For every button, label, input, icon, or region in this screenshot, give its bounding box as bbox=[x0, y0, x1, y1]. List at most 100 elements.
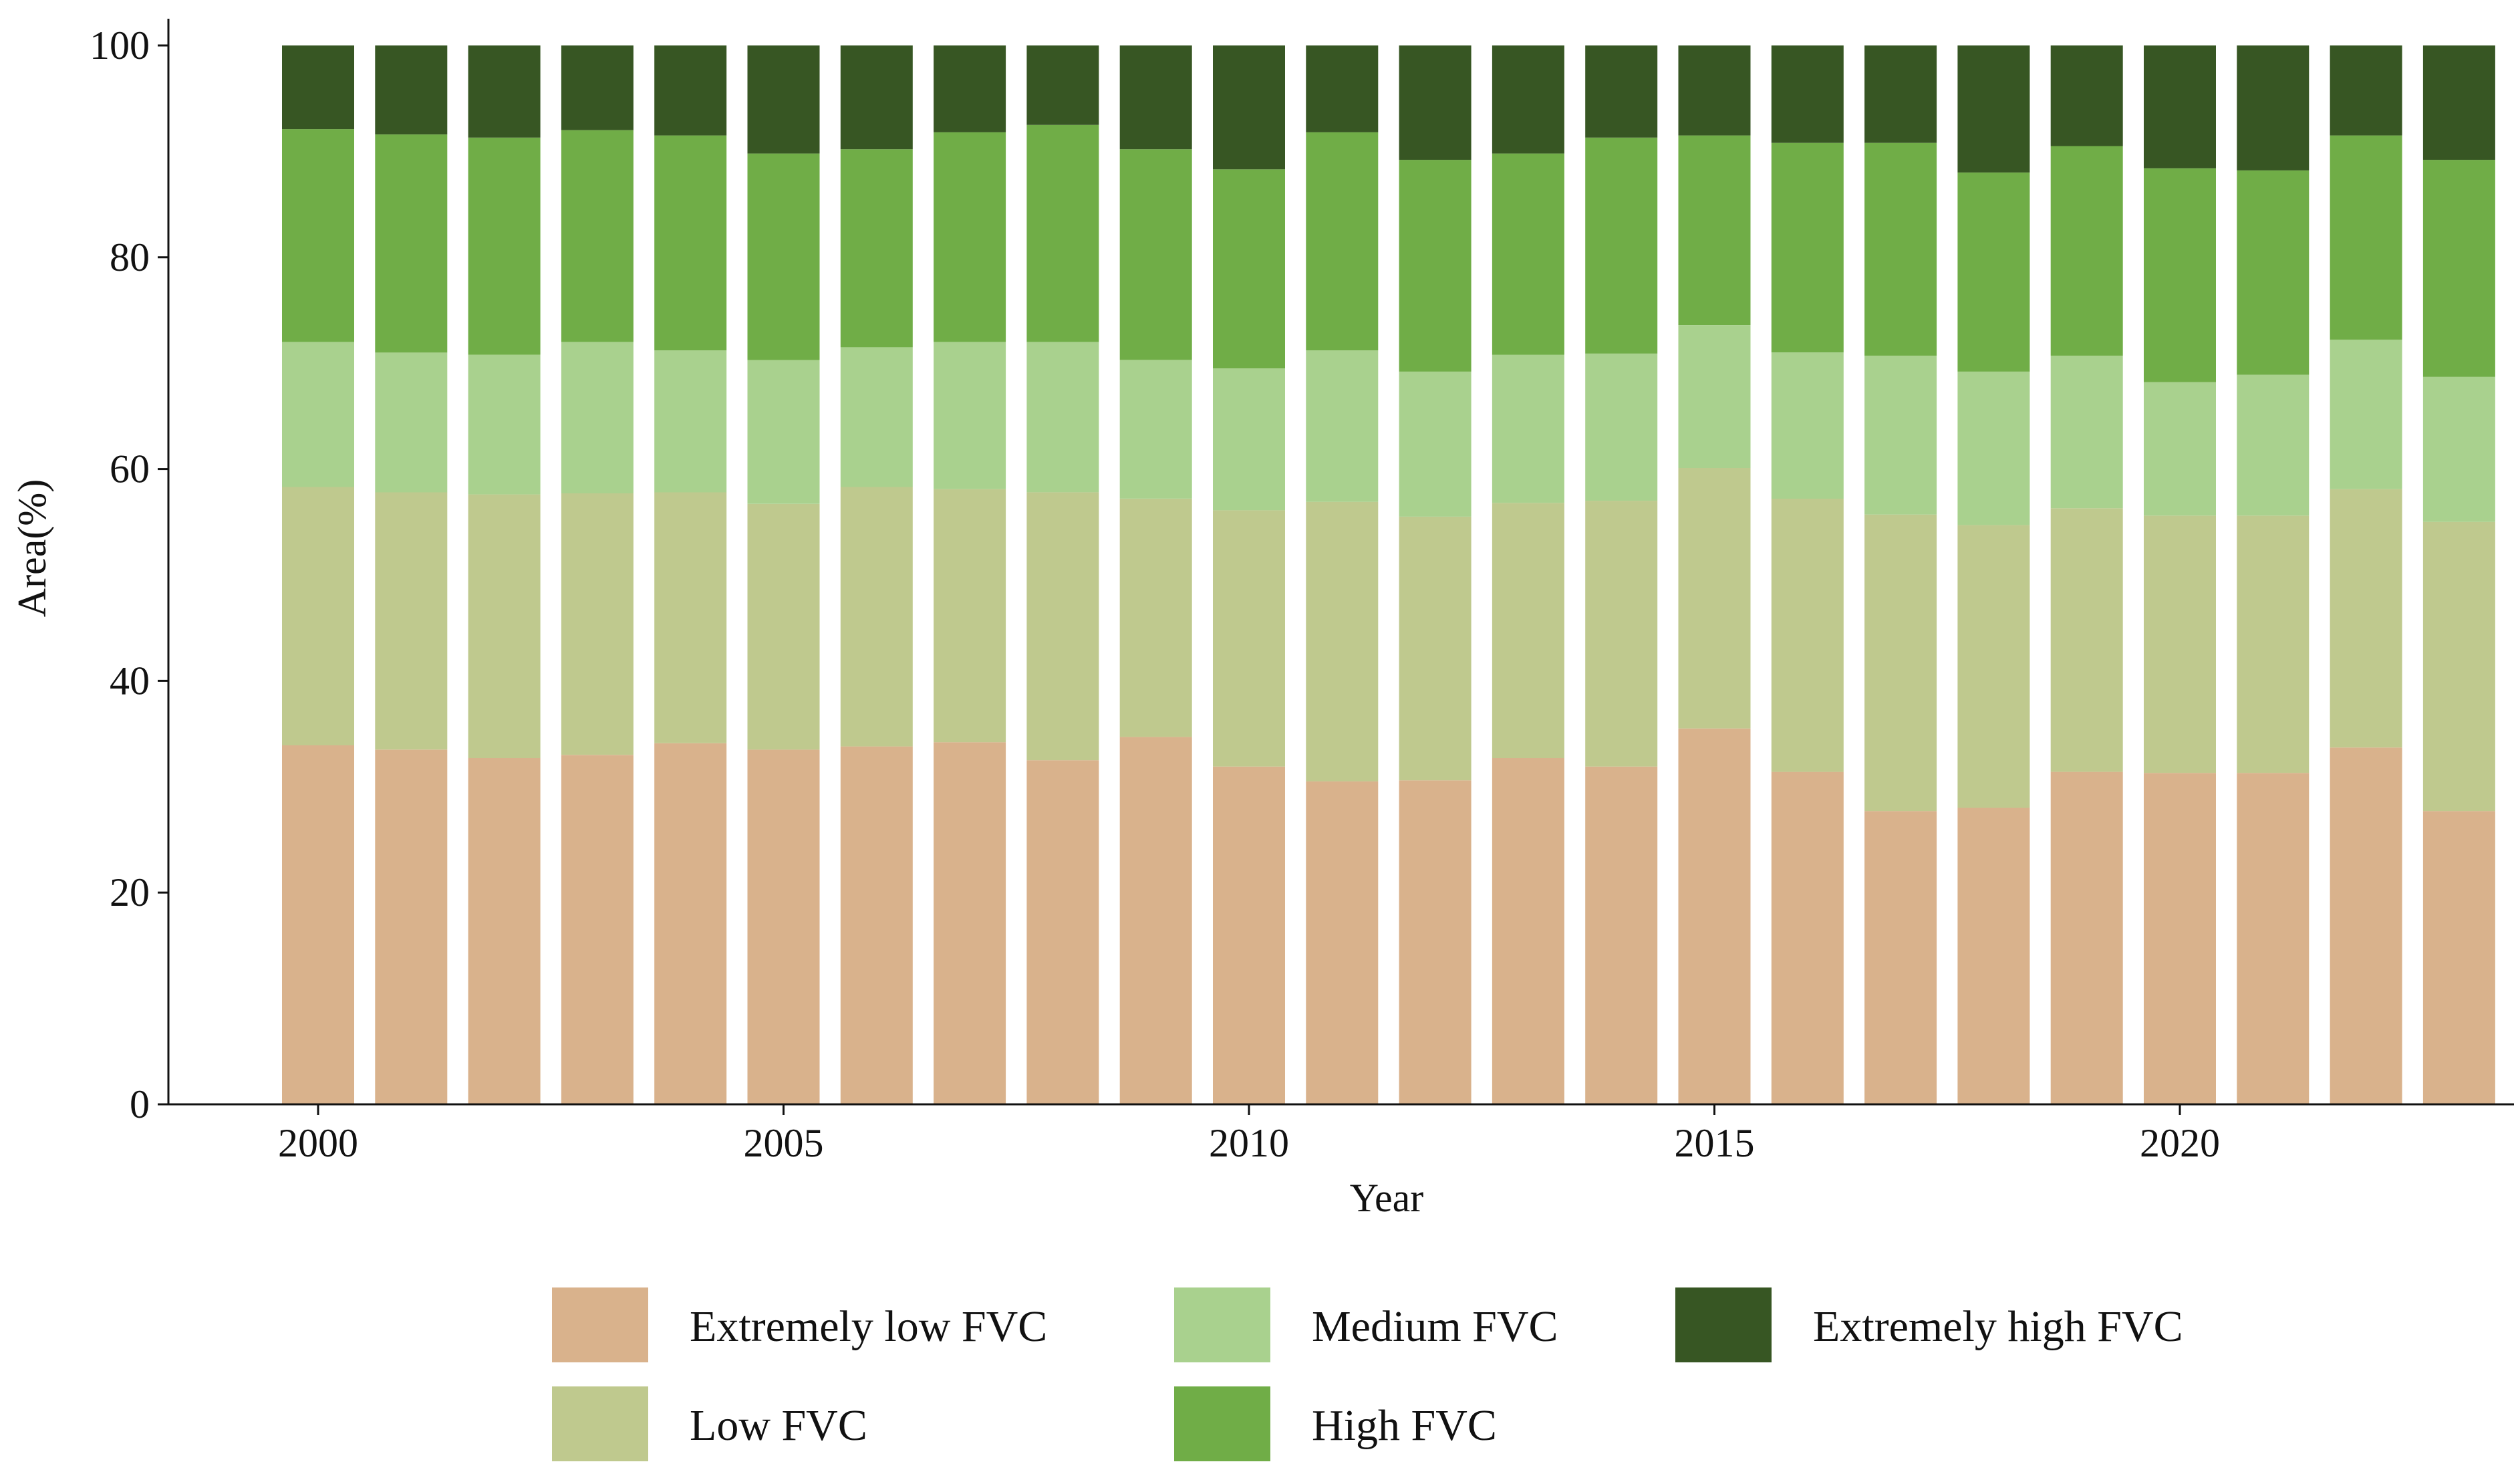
bar-segment-medium-fvc-2003 bbox=[561, 342, 634, 493]
bar-segment-extremely-high-fvc-2012 bbox=[1399, 45, 1472, 160]
bar-segment-medium-fvc-2013 bbox=[1492, 354, 1564, 503]
bar-segment-medium-fvc-2023 bbox=[2422, 376, 2495, 522]
bars-layer bbox=[282, 45, 2495, 1104]
bar-segment-high-fvc-2023 bbox=[2422, 160, 2495, 377]
bar-segment-extremely-low-fvc-2023 bbox=[2422, 811, 2495, 1104]
bar-segment-extremely-low-fvc-2008 bbox=[1026, 760, 1099, 1104]
bar-segment-medium-fvc-2001 bbox=[375, 352, 448, 493]
bar-segment-high-fvc-2020 bbox=[2144, 168, 2216, 382]
bar-segment-medium-fvc-2010 bbox=[1213, 368, 1285, 511]
x-tick-label-2015: 2015 bbox=[1675, 1121, 1755, 1165]
bar-segment-high-fvc-2007 bbox=[934, 132, 1006, 342]
bar-segment-low-fvc-2010 bbox=[1213, 510, 1285, 767]
y-tick-label-0: 0 bbox=[130, 1082, 150, 1126]
bar-segment-extremely-high-fvc-2019 bbox=[2050, 45, 2123, 146]
bar-segment-medium-fvc-2007 bbox=[934, 342, 1006, 489]
bar-segment-extremely-low-fvc-2007 bbox=[934, 742, 1006, 1104]
bar-segment-extremely-low-fvc-2020 bbox=[2144, 773, 2216, 1104]
bar-segment-low-fvc-2018 bbox=[1957, 525, 2030, 808]
bar-segment-extremely-low-fvc-2009 bbox=[1119, 737, 1192, 1104]
bar-segment-extremely-high-fvc-2003 bbox=[561, 45, 634, 130]
bar-segment-low-fvc-2003 bbox=[561, 493, 634, 755]
bar-segment-high-fvc-2003 bbox=[561, 130, 634, 342]
x-tick-label-2010: 2010 bbox=[1209, 1121, 1289, 1165]
legend-swatch-low-fvc bbox=[552, 1386, 648, 1461]
bar-segment-high-fvc-2001 bbox=[375, 134, 448, 353]
bar-segment-extremely-high-fvc-2021 bbox=[2237, 45, 2309, 170]
bar-segment-medium-fvc-2005 bbox=[747, 360, 820, 504]
y-tick-label-80: 80 bbox=[110, 235, 150, 279]
bar-segment-extremely-low-fvc-2004 bbox=[654, 743, 727, 1104]
bar-segment-high-fvc-2017 bbox=[1864, 142, 1937, 356]
bar-segment-extremely-low-fvc-2013 bbox=[1492, 758, 1564, 1104]
bar-segment-medium-fvc-2016 bbox=[1771, 352, 1844, 499]
bar-segment-low-fvc-2016 bbox=[1771, 499, 1844, 772]
legend-swatch-medium-fvc bbox=[1174, 1287, 1270, 1362]
x-axis-title: Year bbox=[1350, 1176, 1424, 1220]
bar-segment-extremely-low-fvc-2001 bbox=[375, 749, 448, 1104]
bar-segment-low-fvc-2007 bbox=[934, 489, 1006, 743]
bar-segment-extremely-low-fvc-2017 bbox=[1864, 811, 1937, 1104]
legend-label-extremely-low-fvc: Extremely low FVC bbox=[690, 1302, 1047, 1351]
bar-segment-high-fvc-2015 bbox=[1678, 135, 1751, 326]
x-tick-label-2000: 2000 bbox=[278, 1121, 358, 1165]
legend-swatch-extremely-high-fvc bbox=[1675, 1287, 1772, 1362]
bar-segment-high-fvc-2021 bbox=[2237, 170, 2309, 375]
legend-label-medium-fvc: Medium FVC bbox=[1312, 1302, 1558, 1351]
bar-segment-extremely-low-fvc-2021 bbox=[2237, 773, 2309, 1104]
y-axis-title: Area(%) bbox=[10, 479, 54, 618]
bar-segment-extremely-high-fvc-2006 bbox=[840, 45, 913, 150]
bar-segment-high-fvc-2006 bbox=[840, 149, 913, 348]
bar-segment-medium-fvc-2021 bbox=[2237, 374, 2309, 516]
bar-segment-extremely-high-fvc-2009 bbox=[1119, 45, 1192, 150]
bar-segment-medium-fvc-2000 bbox=[282, 342, 354, 487]
legend-label-high-fvc: High FVC bbox=[1312, 1401, 1497, 1450]
bar-segment-extremely-high-fvc-2013 bbox=[1492, 45, 1564, 154]
bar-segment-low-fvc-2020 bbox=[2144, 515, 2216, 773]
bar-segment-high-fvc-2022 bbox=[2330, 135, 2402, 340]
legend-swatch-extremely-low-fvc bbox=[552, 1287, 648, 1362]
bar-segment-medium-fvc-2012 bbox=[1399, 371, 1472, 517]
bar-segment-extremely-low-fvc-2005 bbox=[747, 749, 820, 1104]
bar-segment-low-fvc-2014 bbox=[1585, 501, 1658, 767]
bar-segment-medium-fvc-2004 bbox=[654, 350, 727, 493]
bar-segment-extremely-low-fvc-2015 bbox=[1678, 728, 1751, 1104]
bar-segment-extremely-high-fvc-2001 bbox=[375, 45, 448, 135]
bar-segment-medium-fvc-2006 bbox=[840, 347, 913, 487]
y-tick-label-100: 100 bbox=[90, 23, 150, 68]
bar-segment-low-fvc-2015 bbox=[1678, 468, 1751, 729]
bar-segment-extremely-low-fvc-2006 bbox=[840, 746, 913, 1104]
bar-segment-extremely-high-fvc-2017 bbox=[1864, 45, 1937, 143]
bar-segment-high-fvc-2004 bbox=[654, 135, 727, 351]
bar-segment-extremely-low-fvc-2010 bbox=[1213, 766, 1285, 1104]
bar-segment-low-fvc-2022 bbox=[2330, 489, 2402, 748]
bar-segment-low-fvc-2013 bbox=[1492, 503, 1564, 758]
bar-segment-extremely-low-fvc-2002 bbox=[468, 758, 541, 1104]
bar-segment-medium-fvc-2019 bbox=[2050, 356, 2123, 509]
bar-segment-high-fvc-2010 bbox=[1213, 169, 1285, 369]
bar-segment-low-fvc-2012 bbox=[1399, 516, 1472, 781]
axes-layer: 0 20 40 60 80 100 2000 2005 2010 2015 2020 bbox=[90, 19, 2514, 1165]
bar-segment-extremely-high-fvc-2004 bbox=[654, 45, 727, 136]
bar-segment-extremely-low-fvc-2022 bbox=[2330, 747, 2402, 1104]
bar-segment-low-fvc-2017 bbox=[1864, 514, 1937, 812]
bar-segment-extremely-high-fvc-2016 bbox=[1771, 45, 1844, 143]
bar-segment-extremely-high-fvc-2010 bbox=[1213, 45, 1285, 170]
y-tick-label-20: 20 bbox=[110, 870, 150, 914]
bar-segment-high-fvc-2012 bbox=[1399, 160, 1472, 372]
bar-segment-low-fvc-2011 bbox=[1306, 501, 1379, 781]
bar-segment-low-fvc-2023 bbox=[2422, 521, 2495, 812]
bar-segment-extremely-high-fvc-2014 bbox=[1585, 45, 1658, 138]
bar-segment-extremely-high-fvc-2023 bbox=[2422, 45, 2495, 160]
bar-segment-low-fvc-2008 bbox=[1026, 492, 1099, 761]
bar-segment-medium-fvc-2002 bbox=[468, 354, 541, 495]
bar-segment-high-fvc-2018 bbox=[1957, 172, 2030, 372]
bar-segment-high-fvc-2009 bbox=[1119, 149, 1192, 360]
y-tick-label-40: 40 bbox=[110, 658, 150, 703]
bar-segment-low-fvc-2009 bbox=[1119, 499, 1192, 737]
bar-segment-high-fvc-2011 bbox=[1306, 132, 1379, 351]
bar-segment-medium-fvc-2015 bbox=[1678, 325, 1751, 468]
bar-segment-medium-fvc-2014 bbox=[1585, 353, 1658, 501]
legend-label-low-fvc: Low FVC bbox=[690, 1401, 867, 1450]
